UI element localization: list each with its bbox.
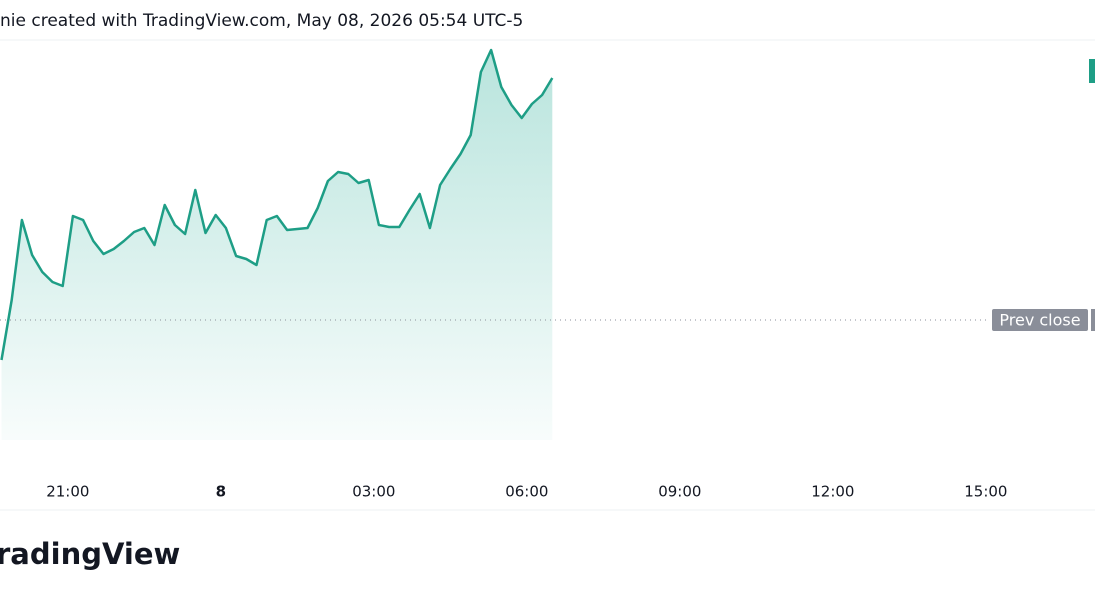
last-price-marker	[1089, 59, 1095, 83]
x-tick-label: 06:00	[505, 483, 548, 501]
prev-close-label: Prev close	[999, 311, 1080, 330]
x-tick-label: 21:00	[46, 483, 89, 501]
prev-close-box	[992, 309, 1088, 331]
x-tick-label: 09:00	[658, 483, 701, 501]
x-tick-label: 12:00	[811, 483, 854, 501]
prev-close-box-edge	[1091, 309, 1095, 331]
area-fill	[1, 50, 553, 440]
x-tick-label: 03:00	[352, 483, 395, 501]
x-tick-label: 15:00	[964, 483, 1007, 501]
price-line	[0, 48, 554, 361]
x-tick-label: 8	[216, 483, 226, 501]
chart-title: nie created with TradingView.com, May 08…	[0, 11, 523, 31]
brand-logo: radingView	[0, 537, 180, 571]
